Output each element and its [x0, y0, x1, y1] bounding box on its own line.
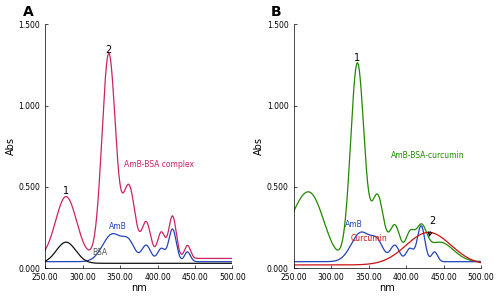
Text: BSA: BSA [92, 248, 108, 257]
Text: 2: 2 [428, 216, 436, 236]
Text: 2: 2 [106, 45, 112, 55]
X-axis label: nm: nm [131, 283, 146, 293]
X-axis label: nm: nm [380, 283, 395, 293]
Text: AmB: AmB [344, 220, 362, 229]
Y-axis label: Abs: Abs [254, 137, 264, 155]
Text: Curcumin: Curcumin [350, 234, 388, 243]
Text: AmB-BSA-curcumin: AmB-BSA-curcumin [391, 151, 464, 160]
Text: 1: 1 [354, 53, 360, 63]
Y-axis label: Abs: Abs [6, 137, 16, 155]
Text: A: A [22, 5, 34, 19]
Text: 1: 1 [63, 186, 69, 196]
Text: AmB-BSA complex: AmB-BSA complex [124, 160, 194, 169]
Text: B: B [271, 5, 282, 19]
Text: AmB: AmB [109, 222, 126, 231]
